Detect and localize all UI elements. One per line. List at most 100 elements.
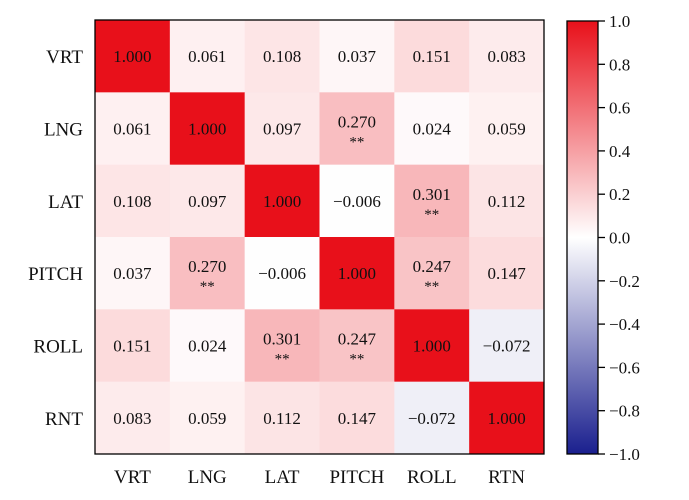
row-label: PITCH <box>28 264 83 285</box>
heatmap-cell <box>319 20 395 93</box>
colorbar-tick-label: 0.8 <box>609 55 630 74</box>
colorbar-tick-label: 0.4 <box>609 142 631 161</box>
heatmap-cell <box>244 92 320 166</box>
heatmap-cell <box>394 381 470 455</box>
heatmap-cell <box>95 92 171 166</box>
heatmap-cell <box>394 164 470 238</box>
heatmap-cell <box>319 92 395 166</box>
cell-value-label: 0.037 <box>113 264 152 283</box>
colorbar-tick-label: −0.4 <box>609 315 640 334</box>
significance-marker: ** <box>200 279 215 295</box>
significance-marker: ** <box>349 352 364 368</box>
heatmap-cell <box>469 381 545 455</box>
cell-value-label: 0.108 <box>113 192 151 211</box>
heatmap-cell <box>244 381 320 455</box>
cell-value-label: 0.059 <box>487 120 525 139</box>
cell-value-label: 1.000 <box>487 409 525 428</box>
heatmap-cell <box>394 237 470 310</box>
column-label: RTN <box>488 467 525 488</box>
cell-value-label: 0.112 <box>263 409 301 428</box>
cell-value-label: 0.151 <box>113 337 151 356</box>
heatmap-cell <box>169 164 246 238</box>
heatmap-cell <box>244 20 320 93</box>
cell-value-label: 0.301 <box>413 185 451 204</box>
colorbar-tick-label: −1.0 <box>609 445 640 464</box>
cell-value-label: 0.061 <box>113 120 151 139</box>
significance-marker: ** <box>275 352 290 368</box>
heatmap-cell <box>319 309 395 383</box>
column-label: PITCH <box>329 467 384 488</box>
cell-value-label: 0.097 <box>188 192 227 211</box>
colorbar-tick-label: 0.2 <box>609 185 630 204</box>
heatmap-cell <box>244 164 320 238</box>
heatmap-cell <box>394 92 470 166</box>
row-label: LAT <box>48 192 83 213</box>
column-labels: VRT LNG LAT PITCH ROLL RTN <box>114 467 525 488</box>
heatmap-cell <box>169 381 246 455</box>
heatmap-cell <box>169 92 246 166</box>
cell-value-label: 0.147 <box>487 264 526 283</box>
row-label: ROLL <box>33 337 83 358</box>
heatmap-cell <box>469 164 545 238</box>
heatmap-cell <box>169 309 246 383</box>
cell-value-label: 1.000 <box>338 264 376 283</box>
cell-value-label: 0.061 <box>188 47 226 66</box>
heatmap-cell <box>169 237 246 310</box>
heatmap-cell-labels: 1.000 0.061 0.108 0.037 0.151 0.083 0.061 1.000… <box>113 47 530 428</box>
column-label: LAT <box>265 467 300 488</box>
heatmap-cell <box>95 164 171 238</box>
heatmap-cell <box>244 237 320 310</box>
row-label: LNG <box>44 120 83 141</box>
heatmap-cell <box>319 381 395 455</box>
heatmap-cell <box>169 20 246 93</box>
column-label: LNG <box>188 467 227 488</box>
plot-frame <box>94 19 545 455</box>
cell-value-label: 0.112 <box>488 192 526 211</box>
cell-value-label: 0.151 <box>413 47 451 66</box>
colorbar-gradient <box>566 20 599 455</box>
colorbar-tick-label: 0.6 <box>609 99 630 118</box>
heatmap-cell <box>244 309 320 383</box>
cell-value-label: 0.024 <box>413 120 452 139</box>
cell-value-label: 0.097 <box>263 120 302 139</box>
colorbar-tick-label: −0.8 <box>609 402 640 421</box>
cell-value-label: 0.108 <box>263 47 301 66</box>
significance-marker: ** <box>424 279 439 295</box>
cell-value-label: −0.006 <box>258 264 306 283</box>
colorbar-tick-label: −0.6 <box>609 358 640 377</box>
heatmap-cell <box>95 381 171 455</box>
heatmap-cell <box>95 20 171 93</box>
cell-value-label: 0.083 <box>113 409 151 428</box>
column-label: VRT <box>114 467 151 488</box>
cell-value-label: 1.000 <box>413 337 451 356</box>
heatmap-cell <box>394 20 470 93</box>
heatmap-cell <box>95 309 171 383</box>
cell-value-label: 0.247 <box>413 257 452 276</box>
cell-value-label: 1.000 <box>113 47 151 66</box>
cell-value-label: 1.000 <box>263 192 301 211</box>
significance-marker: ** <box>424 207 439 223</box>
row-label: RNT <box>45 409 83 430</box>
row-labels: VRT LNG LAT PITCH ROLL RNT <box>28 47 83 430</box>
cell-value-label: 0.024 <box>188 337 227 356</box>
colorbar-tick-label: 0.0 <box>609 229 630 248</box>
cell-value-label: 0.247 <box>338 330 377 349</box>
colorbar-tick-label: −0.2 <box>609 272 640 291</box>
cell-value-label: 0.083 <box>487 47 525 66</box>
cell-value-label: 1.000 <box>188 120 226 139</box>
cell-value-label: 0.147 <box>338 409 377 428</box>
cell-value-label: −0.072 <box>408 409 456 428</box>
heatmap-cell <box>469 237 545 310</box>
row-label: VRT <box>46 47 83 68</box>
heatmap-cell <box>469 92 545 166</box>
cell-value-label: 0.301 <box>263 330 301 349</box>
colorbar-tick-label: 1.0 <box>609 12 630 31</box>
heatmap-cell <box>319 237 395 310</box>
cell-value-label: 0.270 <box>188 257 226 276</box>
heatmap-cell <box>394 309 470 383</box>
colorbar: 1.0 0.8 0.6 0.4 0.2 0.0 −0.2 −0.4 −0.6 −0.8 −1.0 <box>566 12 640 464</box>
cell-value-label: 0.270 <box>338 113 376 132</box>
cell-value-label: 0.059 <box>188 409 226 428</box>
cell-value-label: 0.037 <box>338 47 377 66</box>
